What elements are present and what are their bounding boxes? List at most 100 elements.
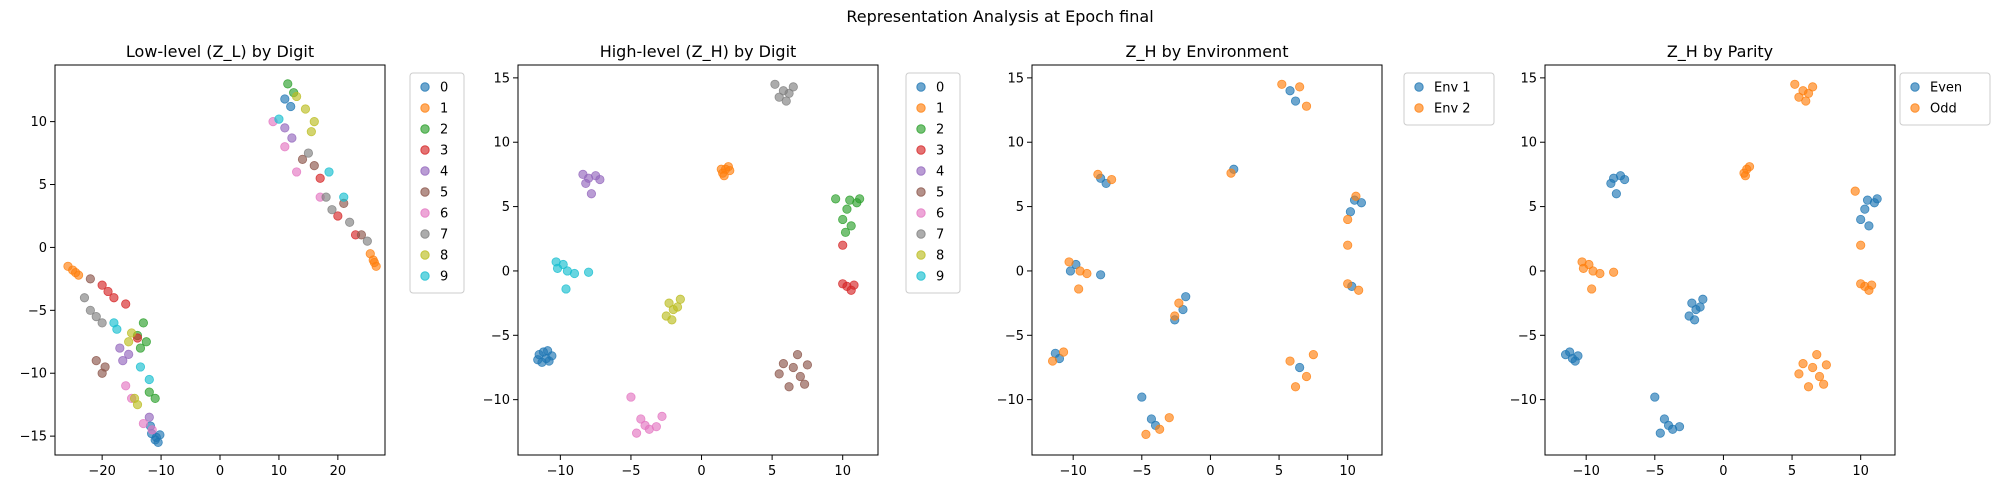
scatter-point-5 [784, 382, 794, 392]
scatter-point-5 [778, 359, 789, 369]
scatter-points [1560, 79, 1882, 438]
scatter-point-3 [849, 280, 859, 290]
scatter-point-5 [91, 356, 101, 366]
legend-marker [420, 82, 430, 92]
scatter-point-env-1 [1356, 198, 1367, 208]
scatter-point-env-2 [1107, 174, 1117, 185]
legend-marker [916, 208, 926, 218]
scatter-point-env-1 [1285, 86, 1295, 96]
legend-frame [409, 72, 465, 294]
scatter-point-1 [369, 257, 379, 268]
scatter-point-4 [581, 178, 591, 189]
legend-label: 6 [936, 207, 944, 222]
scatter-point-4 [287, 133, 297, 143]
legend-label: 6 [440, 207, 448, 222]
scatter-point-env-2 [1351, 191, 1361, 201]
scatter-point-1 [63, 261, 73, 271]
scatter-point-1 [365, 249, 375, 259]
scatter-points [63, 79, 381, 448]
legend-label: 7 [936, 228, 944, 243]
scatter-point-3 [121, 299, 131, 309]
scatter-point-odd [1803, 382, 1814, 392]
y-tick-label: 5 [39, 178, 47, 193]
scatter-point-odd [1808, 362, 1818, 373]
legend-label: 7 [440, 228, 448, 243]
scatter-point-6 [138, 418, 148, 429]
scatter-point-5 [788, 362, 798, 373]
scatter-point-even [1659, 414, 1670, 424]
legend-label: 3 [440, 144, 448, 159]
scatter-point-2 [144, 387, 154, 397]
x-tick-label: 5 [768, 464, 776, 479]
scatter-point-3 [333, 211, 343, 221]
legend-marker [916, 187, 926, 197]
scatter-point-0 [286, 101, 296, 112]
scatter-point-9 [135, 362, 146, 372]
subplot-4: Z_H by Parity −10 −5 0 5 10 −10 −5 0 5 10 15 Even Odd [1510, 42, 1991, 479]
scatter-point-env-1 [1178, 304, 1188, 315]
scatter-point-9 [112, 324, 122, 334]
legend-marker [916, 82, 926, 92]
y-tick-label: 5 [1016, 200, 1024, 215]
legend-marker [420, 145, 430, 155]
scatter-point-6 [651, 422, 661, 432]
scatter-point-7 [345, 217, 355, 227]
scatter-point-env-2 [1047, 356, 1058, 366]
x-tick-label: 10 [1339, 464, 1356, 479]
y-tick-label: 5 [1529, 200, 1537, 215]
x-tick-label: 10 [271, 464, 288, 479]
scatter-point-env-2 [1174, 298, 1184, 308]
scatter-point-9 [561, 284, 571, 294]
scatter-point-env-1 [1065, 266, 1076, 276]
x-tick-label: −20 [88, 464, 115, 479]
scatter-point-5 [795, 371, 805, 382]
scatter-point-1 [725, 165, 735, 176]
x-tick-label: −5 [1645, 464, 1664, 479]
scatter-point-even [1856, 214, 1866, 225]
scatter-point-odd [1794, 369, 1804, 379]
scatter-point-env-2 [1354, 285, 1364, 295]
scatter-point-2 [855, 194, 865, 204]
scatter-point-env-2 [1082, 268, 1092, 279]
legend-label: Odd [1930, 102, 1957, 117]
scatter-point-4 [595, 174, 605, 185]
scatter-point-8 [667, 315, 677, 325]
scatter-point-7 [788, 82, 798, 92]
scatter-point-env-1 [1295, 362, 1305, 373]
y-tick-label: 0 [502, 264, 510, 279]
scatter-point-odd [1814, 371, 1825, 382]
scatter-point-6 [147, 425, 157, 435]
scatter-point-7 [774, 92, 784, 102]
scatter-point-7 [85, 305, 95, 315]
y-tick-label: 15 [1007, 71, 1024, 86]
scatter-point-5 [802, 360, 813, 370]
scatter-point-6 [657, 411, 667, 421]
scatter-point-env-2 [1295, 82, 1305, 92]
scatter-point-5 [309, 161, 319, 171]
y-tick-label: −10 [1510, 393, 1537, 408]
subplots: Low-level (Z_L) by Digit−20 −10 0 10 20−15−1… [20, 42, 1991, 479]
y-tick-label: 10 [1007, 136, 1024, 151]
scatter-point-5 [85, 274, 95, 284]
legend-label: Env 1 [1434, 81, 1471, 96]
scatter-point-6 [280, 142, 290, 152]
legend-marker [420, 250, 430, 260]
legend-marker [1414, 103, 1424, 113]
x-tick-label: −10 [1572, 464, 1599, 479]
legend-marker [916, 145, 926, 155]
legend-label: 5 [936, 186, 944, 201]
x-tick-label: −10 [547, 464, 574, 479]
legend-marker [420, 124, 430, 134]
scatter-point-even [1687, 298, 1697, 308]
scatter-point-even [1674, 422, 1685, 432]
scatter-point-8 [300, 104, 311, 114]
scatter-point-7 [327, 205, 337, 215]
scatter-point-9 [551, 257, 561, 267]
scatter-point-odd [1821, 360, 1831, 370]
axes-frame [1031, 64, 1383, 456]
scatter-point-2 [135, 343, 146, 353]
scatter-point-env-2 [1226, 168, 1236, 178]
scatter-point-even [1695, 302, 1705, 312]
scatter-point-6 [292, 167, 302, 177]
scatter-point-odd [1867, 280, 1877, 290]
